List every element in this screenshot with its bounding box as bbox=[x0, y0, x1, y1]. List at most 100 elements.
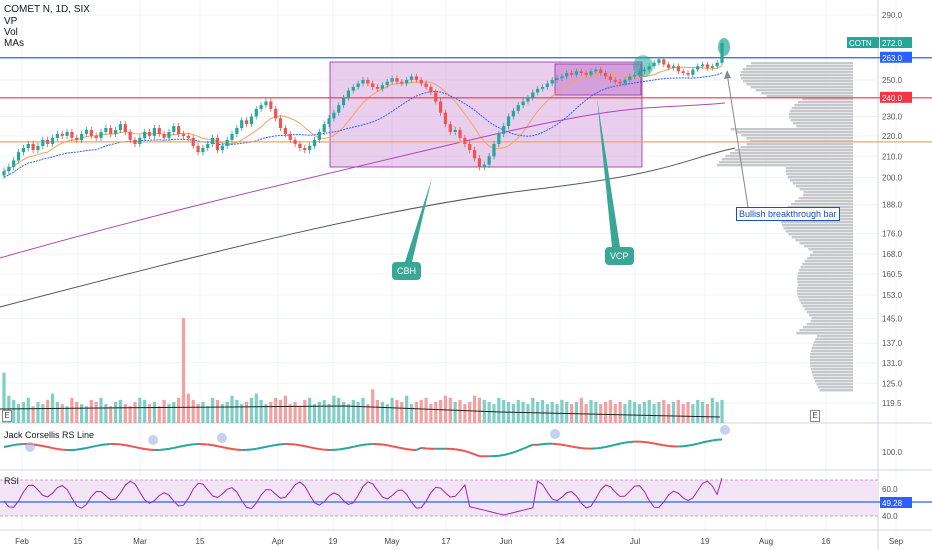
vp-indicator-label[interactable]: VP bbox=[4, 16, 18, 27]
candle-body bbox=[99, 131, 103, 138]
last-price-tag-bg bbox=[880, 37, 912, 49]
volume-profile-bar bbox=[746, 83, 853, 86]
volume-bar bbox=[259, 399, 263, 423]
rs-line-segment bbox=[576, 446, 582, 450]
rs-line-segment bbox=[222, 446, 228, 450]
ma-10-line bbox=[3, 65, 723, 172]
candle-body bbox=[152, 128, 156, 136]
candle-body bbox=[94, 135, 98, 138]
volume-profile-bar bbox=[785, 167, 853, 170]
volume-bar bbox=[366, 404, 370, 423]
ticker-tag-text: COTN bbox=[849, 39, 872, 48]
candle-body bbox=[211, 137, 215, 144]
volume-profile-bar bbox=[746, 65, 853, 68]
candle-body bbox=[249, 116, 254, 125]
volume-bar bbox=[599, 404, 603, 423]
volume-bar bbox=[710, 397, 714, 423]
volume-bar bbox=[201, 402, 205, 423]
rs-line-segment bbox=[348, 445, 354, 449]
candle-body bbox=[12, 160, 16, 167]
volume-bar bbox=[288, 404, 292, 423]
volume-profile-bar bbox=[782, 224, 853, 227]
volume-bar bbox=[109, 406, 113, 423]
volume-bar bbox=[181, 318, 186, 423]
volume-profile-bar bbox=[810, 368, 853, 371]
candle-body bbox=[70, 131, 74, 138]
candle-body bbox=[162, 133, 166, 138]
volume-bar bbox=[676, 399, 680, 423]
volume-bar bbox=[308, 397, 312, 423]
vcp-annotation[interactable]: VCP bbox=[605, 247, 634, 265]
volume-bar bbox=[94, 402, 98, 423]
volume-profile-bar bbox=[755, 89, 853, 92]
volume-profile-bar bbox=[798, 269, 853, 272]
price-tick-label: 119.5 bbox=[882, 399, 902, 408]
candle-body bbox=[84, 129, 89, 134]
candle-body bbox=[177, 126, 181, 134]
candle-body bbox=[468, 143, 472, 151]
rs-line-segment bbox=[624, 440, 630, 444]
volume-bar bbox=[540, 399, 545, 423]
volume-bar bbox=[405, 395, 409, 423]
volume-profile-bar bbox=[794, 200, 853, 203]
volume-profile-bar bbox=[802, 98, 853, 101]
candle-body bbox=[453, 129, 457, 132]
rs-line-segment bbox=[256, 446, 262, 450]
volume-profile-bar bbox=[814, 380, 853, 383]
volume-profile-bar bbox=[796, 185, 853, 188]
volume-profile-bar bbox=[812, 344, 853, 347]
volume-bar bbox=[177, 397, 181, 423]
volume-bar bbox=[497, 397, 501, 423]
rs-line-segment bbox=[697, 441, 703, 445]
earnings-icon[interactable]: E bbox=[2, 410, 12, 422]
rs-line-label: Jack Corsellis RS Line bbox=[4, 430, 95, 440]
highlight-circle bbox=[718, 38, 730, 56]
volume-profile-bar bbox=[749, 140, 853, 143]
volume-bar bbox=[691, 404, 695, 423]
candle-body bbox=[482, 164, 486, 167]
candle-body bbox=[31, 143, 35, 151]
volume-bar bbox=[409, 404, 414, 423]
volume-profile-bar bbox=[742, 80, 853, 83]
candle-body bbox=[603, 73, 608, 77]
vol-indicator-label[interactable]: Vol bbox=[4, 27, 18, 38]
level-240-tag-bg bbox=[880, 91, 912, 103]
rs-line-segment bbox=[47, 446, 53, 450]
candle-body bbox=[322, 124, 326, 132]
volume-bar bbox=[104, 404, 108, 423]
volume-profile-bar bbox=[815, 338, 853, 341]
earnings-icon-future[interactable]: E bbox=[810, 410, 820, 422]
price-tick-label: 125.0 bbox=[882, 379, 903, 388]
volume-bar bbox=[172, 402, 176, 423]
volume-profile-bar bbox=[797, 284, 853, 287]
volume-profile-bar bbox=[797, 275, 853, 278]
volume-profile-bar bbox=[802, 305, 853, 308]
volume-bar bbox=[220, 404, 224, 423]
date-tick-label: Mar bbox=[133, 537, 147, 546]
volume-bar bbox=[351, 399, 355, 423]
candle-body bbox=[26, 143, 30, 149]
volume-bar bbox=[206, 406, 210, 423]
price-tick-label: 153.0 bbox=[882, 291, 903, 300]
volume-profile-bar bbox=[819, 389, 853, 392]
candle-body bbox=[288, 133, 292, 140]
rs-line-segment bbox=[125, 444, 131, 448]
candle-body bbox=[332, 112, 336, 119]
volume-profile-bar bbox=[813, 341, 853, 344]
bullish-breakthrough-annotation[interactable]: Bullish breakthrough bar bbox=[736, 207, 840, 221]
cbh-annotation[interactable]: CBH bbox=[392, 262, 422, 280]
rs-line-segment bbox=[319, 448, 325, 451]
candle-body bbox=[400, 81, 404, 84]
volume-profile-bar bbox=[809, 356, 853, 359]
date-tick-label: 17 bbox=[442, 537, 451, 546]
candle-body bbox=[16, 152, 21, 161]
volume-bar bbox=[443, 395, 448, 423]
volume-bar bbox=[2, 372, 6, 423]
rs-line-segment bbox=[683, 444, 689, 448]
volume-profile-bar bbox=[789, 116, 853, 119]
date-tick-label: Sep bbox=[889, 537, 904, 546]
mas-indicator-label[interactable]: MAs bbox=[4, 38, 24, 49]
last-price-tag-text: 272.0 bbox=[882, 39, 903, 48]
volume-bar bbox=[608, 399, 613, 423]
